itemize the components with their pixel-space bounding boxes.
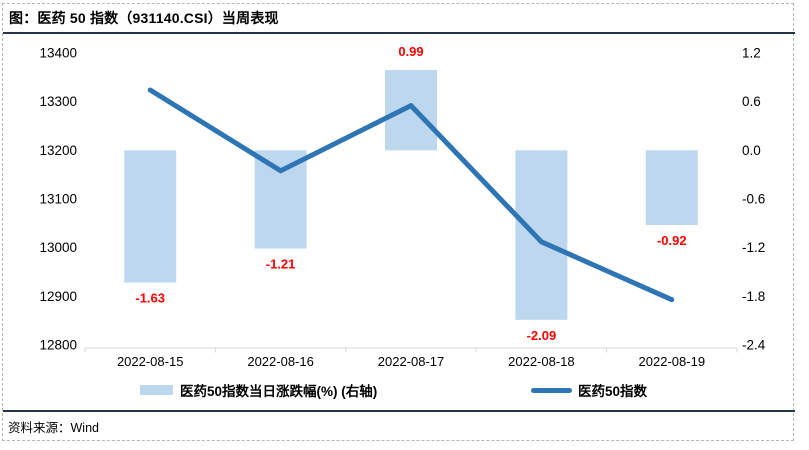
svg-text:13300: 13300 [39, 94, 77, 109]
bar-2022-08-18 [515, 150, 568, 320]
svg-text:12800: 12800 [39, 338, 77, 353]
x-axis-labels: 2022-08-15 2022-08-16 2022-08-17 2022-08-18… [117, 354, 705, 369]
chart-legend: 医药50指数当日涨跌幅(%) (右轴) 医药50指数 [0, 382, 795, 400]
line-series [147, 87, 675, 303]
right-axis-tick-labels: 1.2 0.6 0.0 -0.6 -1.2 -1.8 -2.4 [742, 46, 766, 353]
svg-text:-1.63: -1.63 [135, 291, 165, 306]
svg-text:12900: 12900 [39, 289, 77, 304]
svg-text:-0.6: -0.6 [742, 192, 765, 207]
svg-text:13400: 13400 [39, 46, 77, 61]
svg-text:-0.92: -0.92 [657, 233, 687, 248]
source-label: 资料来源：Wind [8, 421, 99, 435]
svg-text:13200: 13200 [39, 143, 77, 158]
legend-item-bar-series: 医药50指数当日涨跌幅(%) (右轴) [140, 382, 378, 399]
bar-2022-08-16 [254, 150, 307, 249]
svg-text:1.2: 1.2 [742, 46, 761, 61]
left-axis-tick-labels: 13400 13300 13200 13100 13000 12900 12800 [39, 46, 77, 353]
svg-text:-1.21: -1.21 [266, 256, 296, 271]
x-axis [84, 347, 738, 353]
svg-text:13100: 13100 [39, 192, 77, 207]
legend-item-line-series: 医药50指数 [531, 382, 648, 399]
svg-text:13000: 13000 [39, 240, 77, 255]
chart-title: 图：医药 50 指数（931140.CSI）当周表现 [9, 10, 279, 26]
svg-text:0.0: 0.0 [742, 143, 761, 158]
svg-text:-2.09: -2.09 [527, 328, 557, 343]
svg-text:2022-08-19: 2022-08-19 [639, 354, 706, 369]
svg-text:-2.4: -2.4 [742, 338, 766, 353]
svg-text:2022-08-18: 2022-08-18 [508, 354, 575, 369]
bar-2022-08-15 [124, 150, 177, 283]
svg-text:-1.8: -1.8 [742, 289, 765, 304]
bar-2022-08-17 [385, 70, 437, 151]
svg-text:2022-08-15: 2022-08-15 [117, 354, 184, 369]
svg-text:-1.2: -1.2 [742, 240, 765, 255]
svg-text:0.99: 0.99 [398, 44, 423, 59]
bar-series [124, 70, 698, 320]
line-series-swatch-icon [531, 387, 572, 393]
bar-value-labels: -1.63 -1.21 0.99 -2.09 -0.92 [135, 44, 686, 343]
bar-2022-08-19 [645, 150, 698, 225]
bar-series-swatch-icon [140, 385, 173, 395]
legend-label-line-series: 医药50指数 [578, 384, 648, 399]
legend-label-bar-series: 医药50指数当日涨跌幅(%) (右轴) [180, 384, 378, 399]
title-divider [3, 32, 795, 34]
source-divider [3, 410, 795, 412]
svg-text:0.6: 0.6 [742, 94, 761, 109]
svg-text:2022-08-16: 2022-08-16 [247, 354, 314, 369]
svg-text:2022-08-17: 2022-08-17 [378, 354, 445, 369]
